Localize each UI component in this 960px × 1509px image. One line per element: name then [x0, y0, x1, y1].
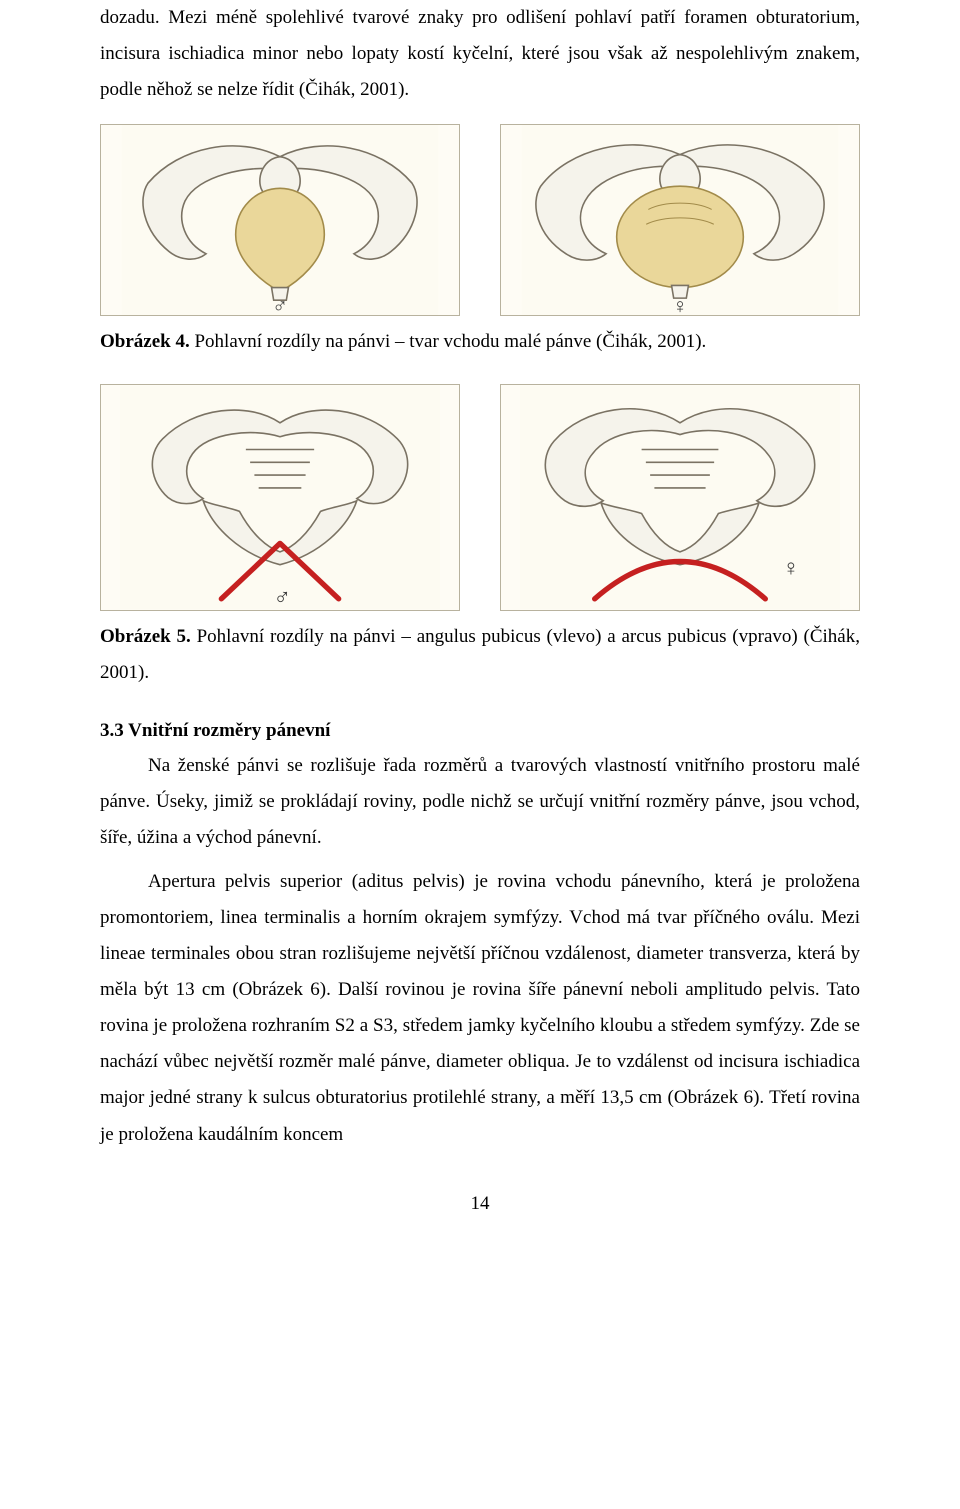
figure-5-caption-text: Pohlavní rozdíly na pánvi – angulus pubi… — [100, 626, 860, 683]
figure-4-caption: Obrázek 4. Pohlavní rozdíly na pánvi – t… — [100, 324, 860, 360]
intro-paragraph: dozadu. Mezi méně spolehlivé tvarové zna… — [100, 0, 860, 108]
figure-5-female: ♀ — [500, 384, 860, 611]
female-symbol: ♀ — [782, 556, 800, 582]
male-symbol: ♂ — [273, 586, 291, 611]
figure-4-caption-label: Obrázek 4. — [100, 331, 190, 352]
section-3-3-para-1: Na ženské pánvi se rozlišuje řada rozměr… — [100, 748, 860, 856]
male-symbol: ♂ — [272, 294, 288, 315]
pelvis-male-anterior-icon: ♂ — [120, 385, 440, 610]
figure-5-row: ♂ ♀ — [100, 384, 860, 611]
figure-4-male: ♂ — [100, 124, 460, 316]
pelvis-female-superior-icon: ♀ — [520, 125, 840, 315]
pelvis-male-superior-icon: ♂ — [120, 125, 440, 315]
figure-5-caption: Obrázek 5. Pohlavní rozdíly na pánvi – a… — [100, 619, 860, 691]
figure-5-caption-label: Obrázek 5. — [100, 626, 191, 647]
section-3-3-para-2: Apertura pelvis superior (aditus pelvis)… — [100, 864, 860, 1153]
figure-4-row: ♂ ♀ — [100, 124, 860, 316]
figure-4-female: ♀ — [500, 124, 860, 316]
page-number: 14 — [100, 1193, 860, 1215]
pelvis-female-anterior-icon: ♀ — [520, 385, 840, 610]
section-3-3-heading: 3.3 Vnitřní rozměry pánevní — [100, 720, 860, 742]
figure-4-caption-text: Pohlavní rozdíly na pánvi – tvar vchodu … — [190, 331, 707, 352]
figure-5-male: ♂ — [100, 384, 460, 611]
female-symbol: ♀ — [672, 294, 688, 315]
